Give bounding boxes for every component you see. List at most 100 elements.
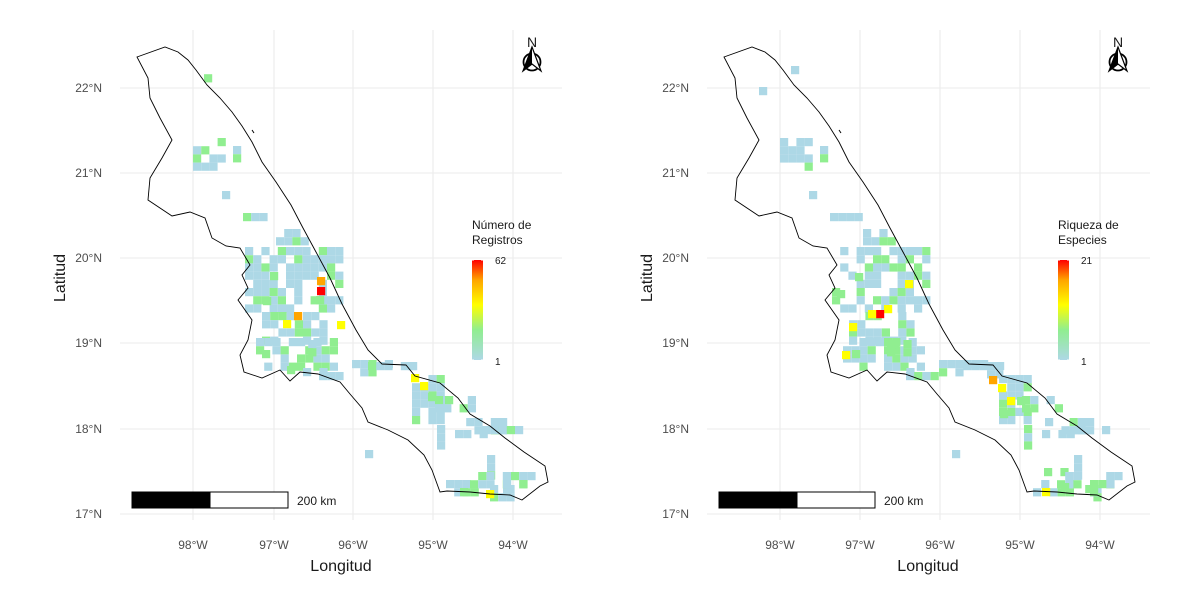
grid-cell <box>466 418 475 427</box>
legend-max-label: 21 <box>1081 256 1093 267</box>
grid-cell <box>412 416 421 425</box>
grid-cell <box>462 480 471 489</box>
grid-cell <box>209 154 218 163</box>
grid-cell <box>264 362 273 371</box>
grid-cell <box>1041 480 1050 489</box>
panel-numero-registros: 22°N 21°N 20°N 19°N 18°N 17°N 98°W 97°W … <box>52 30 562 575</box>
north-label: N <box>527 34 537 50</box>
grid-cell <box>930 372 939 381</box>
x-tick: 97°W <box>259 538 289 552</box>
graticule <box>120 30 562 520</box>
grid-cell <box>498 426 507 435</box>
grid-cell <box>277 288 286 297</box>
grid-cell <box>490 418 499 427</box>
grid-cell <box>511 472 520 481</box>
grid-cell <box>1007 407 1016 416</box>
grid-cell <box>428 416 437 425</box>
grid-cell <box>300 237 309 246</box>
grid-cell <box>420 382 429 391</box>
grid-cell <box>262 350 271 359</box>
grid-cell <box>436 391 445 400</box>
grid-cell <box>297 338 306 347</box>
grid-cell <box>303 336 312 345</box>
grid-cell <box>963 362 972 371</box>
grid-cell <box>947 360 956 369</box>
grid-cell <box>288 338 297 347</box>
grid-cell <box>1086 418 1095 427</box>
grid-cell <box>939 368 948 377</box>
grid-cell <box>482 426 491 435</box>
grid-cell <box>922 247 931 256</box>
grid-cell <box>804 138 813 147</box>
grid-cell <box>428 407 437 416</box>
x-axis-title: Longitud <box>310 558 371 575</box>
grid-cell <box>916 362 925 371</box>
grid-cell <box>820 154 829 163</box>
grid-cell <box>310 271 319 280</box>
grid-cell <box>329 362 338 371</box>
grid-cell <box>459 404 468 413</box>
grid-cell <box>864 279 873 288</box>
records-grid-cells <box>193 74 536 502</box>
grid-cell <box>1049 488 1058 497</box>
grid-cell <box>863 237 872 246</box>
grid-cell <box>864 247 873 256</box>
grid-cell <box>1054 404 1063 413</box>
grid-cell <box>319 336 328 345</box>
grid-cell <box>310 255 319 264</box>
grid-cell <box>283 320 292 329</box>
grid-cell <box>261 271 270 280</box>
legend-min-label: 1 <box>495 357 501 368</box>
grid-cell <box>1069 418 1078 427</box>
grid-cell <box>286 328 295 337</box>
grid-cell <box>1044 468 1053 477</box>
x-tick: 98°W <box>178 538 208 552</box>
grid-cell <box>840 304 849 313</box>
grid-cell <box>272 338 281 347</box>
panel-riqueza-especies: 22°N 21°N 20°N 19°N 18°N 17°N 98°W 97°W … <box>639 30 1150 575</box>
grid-cell <box>311 312 320 321</box>
grid-cell <box>245 288 254 297</box>
grid-cell <box>856 279 865 288</box>
y-tick: 22°N <box>662 81 689 95</box>
grid-cell <box>435 404 444 413</box>
grid-cell <box>873 279 882 288</box>
grid-cell <box>467 404 476 413</box>
grid-cell <box>838 213 847 222</box>
grid-cell <box>253 271 262 280</box>
grid-cell <box>856 255 865 264</box>
grid-cell <box>217 138 226 147</box>
grid-cell <box>428 383 437 392</box>
grid-cell <box>327 247 336 256</box>
y-tick: 17°N <box>662 507 689 521</box>
grid-cell <box>1023 375 1032 384</box>
grid-cell <box>327 304 336 313</box>
grid-cell <box>502 472 511 481</box>
grid-cell <box>900 362 909 371</box>
grid-cell <box>859 362 868 371</box>
grid-cell <box>796 138 805 147</box>
grid-cell <box>286 247 295 256</box>
grid-cell <box>1077 418 1086 427</box>
grid-cell <box>277 304 286 313</box>
grid-cell <box>286 279 295 288</box>
grid-cell <box>1007 375 1016 384</box>
grid-cell <box>420 391 429 400</box>
grid-cell <box>335 271 344 280</box>
grid-cell <box>864 263 873 272</box>
legend-colorbar <box>1058 260 1069 360</box>
grid-cell <box>898 312 907 321</box>
grid-cell <box>1023 383 1032 392</box>
scale-bar: 200 km <box>718 491 923 509</box>
grid-cell <box>848 271 857 280</box>
grid-cell <box>204 74 213 83</box>
y-tick: 19°N <box>662 336 689 350</box>
grid-cell <box>280 354 289 363</box>
grid-cell <box>905 255 914 264</box>
richness-grid-cells <box>759 66 1123 502</box>
grid-cell <box>327 372 336 381</box>
grid-cell <box>280 362 289 371</box>
grid-cell <box>889 296 898 305</box>
grid-cell <box>261 263 270 272</box>
grid-cell <box>999 391 1008 400</box>
